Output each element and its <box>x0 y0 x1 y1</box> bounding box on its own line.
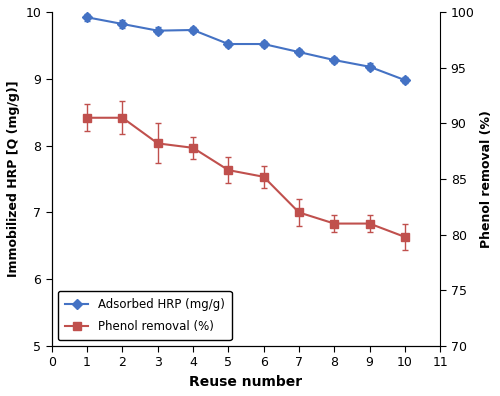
Legend: Adsorbed HRP (mg/g), Phenol removal (%): Adsorbed HRP (mg/g), Phenol removal (%) <box>58 291 232 340</box>
Y-axis label: Phenol removal (%): Phenol removal (%) <box>480 110 493 248</box>
Y-axis label: Immobilized HRP [Q (mg/g)]: Immobilized HRP [Q (mg/g)] <box>7 81 20 277</box>
X-axis label: Reuse number: Reuse number <box>190 375 302 389</box>
